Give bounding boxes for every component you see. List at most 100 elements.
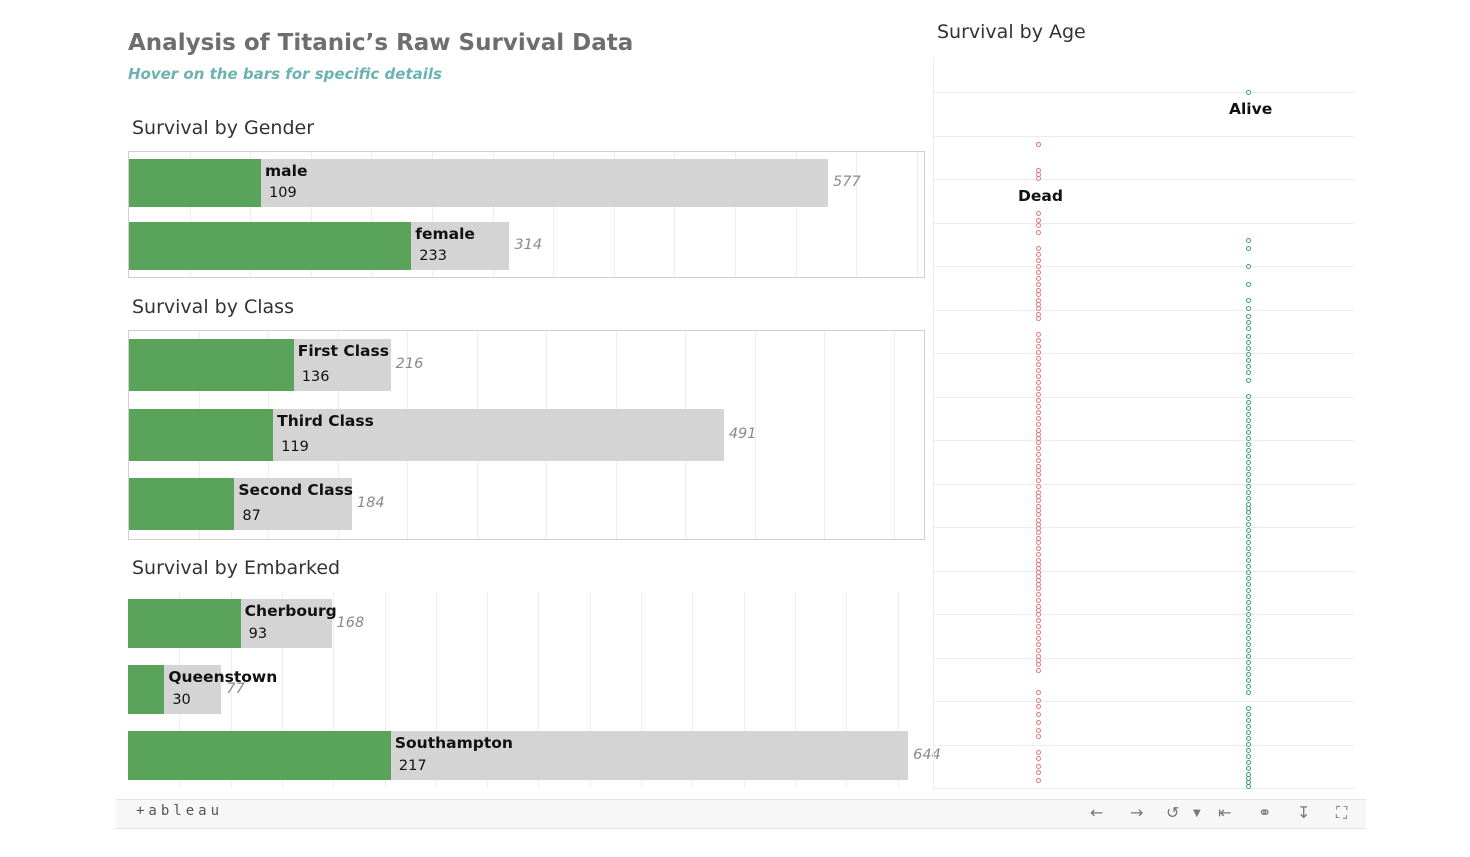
- age-point[interactable]: [1246, 472, 1251, 477]
- age-point[interactable]: [1246, 466, 1251, 471]
- age-point[interactable]: [1036, 728, 1041, 733]
- age-point[interactable]: [1036, 618, 1041, 623]
- age-point[interactable]: [1246, 478, 1251, 483]
- age-point[interactable]: [1246, 618, 1251, 623]
- age-point[interactable]: [1246, 400, 1251, 405]
- age-point[interactable]: [1246, 460, 1251, 465]
- age-point[interactable]: [1036, 332, 1041, 337]
- age-point[interactable]: [1036, 636, 1041, 641]
- age-point[interactable]: [1246, 340, 1251, 345]
- bar-survived[interactable]: [129, 409, 274, 461]
- age-point[interactable]: [1246, 660, 1251, 665]
- age-point[interactable]: [1246, 282, 1251, 287]
- age-point[interactable]: [1036, 778, 1041, 783]
- age-point[interactable]: [1246, 742, 1251, 747]
- age-point[interactable]: [1036, 344, 1041, 349]
- age-point[interactable]: [1036, 282, 1041, 287]
- age-point[interactable]: [1246, 528, 1251, 533]
- age-point[interactable]: [1036, 756, 1041, 761]
- revert-icon[interactable]: ↺: [1166, 803, 1180, 822]
- bar-survived[interactable]: [128, 599, 241, 648]
- age-point[interactable]: [1036, 648, 1041, 653]
- age-point[interactable]: [1246, 370, 1251, 375]
- age-point[interactable]: [1036, 338, 1041, 343]
- undo-icon[interactable]: ←: [1090, 803, 1104, 822]
- age-point[interactable]: [1036, 478, 1041, 483]
- age-point[interactable]: [1246, 594, 1251, 599]
- age-point[interactable]: [1036, 624, 1041, 629]
- age-point[interactable]: [1036, 750, 1041, 755]
- age-point[interactable]: [1036, 211, 1041, 216]
- age-point[interactable]: [1036, 734, 1041, 739]
- age-point[interactable]: [1246, 718, 1251, 723]
- age-point[interactable]: [1036, 276, 1041, 281]
- age-point[interactable]: [1246, 364, 1251, 369]
- age-point[interactable]: [1036, 380, 1041, 385]
- age-point[interactable]: [1246, 522, 1251, 527]
- age-point[interactable]: [1036, 498, 1041, 503]
- age-point[interactable]: [1246, 766, 1251, 771]
- age-point[interactable]: [1036, 472, 1041, 477]
- age-point[interactable]: [1036, 484, 1041, 489]
- age-point[interactable]: [1246, 724, 1251, 729]
- age-point[interactable]: [1246, 672, 1251, 677]
- age-point[interactable]: [1246, 346, 1251, 351]
- age-point[interactable]: [1036, 252, 1041, 257]
- age-point[interactable]: [1246, 326, 1251, 331]
- age-point[interactable]: [1036, 764, 1041, 769]
- age-point[interactable]: [1246, 564, 1251, 569]
- bar-survived[interactable]: [129, 222, 412, 270]
- age-point[interactable]: [1246, 448, 1251, 453]
- age-point[interactable]: [1246, 496, 1251, 501]
- bar-survived[interactable]: [129, 339, 294, 391]
- age-point[interactable]: [1246, 430, 1251, 435]
- age-point[interactable]: [1036, 668, 1041, 673]
- age-point[interactable]: [1036, 392, 1041, 397]
- age-point[interactable]: [1246, 442, 1251, 447]
- age-point[interactable]: [1246, 320, 1251, 325]
- age-point[interactable]: [1246, 760, 1251, 765]
- age-point[interactable]: [1246, 246, 1251, 251]
- age-point[interactable]: [1246, 516, 1251, 521]
- age-point[interactable]: [1246, 648, 1251, 653]
- age-point[interactable]: [1036, 440, 1041, 445]
- age-point[interactable]: [1036, 552, 1041, 557]
- age-point[interactable]: [1246, 784, 1251, 789]
- revert-dropdown-icon[interactable]: ▼: [1193, 808, 1201, 819]
- age-point[interactable]: [1246, 706, 1251, 711]
- age-point[interactable]: [1036, 512, 1041, 517]
- age-point[interactable]: [1036, 223, 1041, 228]
- age-point[interactable]: [1036, 458, 1041, 463]
- age-point[interactable]: [1246, 666, 1251, 671]
- age-point[interactable]: [1246, 642, 1251, 647]
- bar-survived[interactable]: [129, 159, 262, 207]
- age-point[interactable]: [1246, 582, 1251, 587]
- age-point[interactable]: [1246, 238, 1251, 243]
- age-point[interactable]: [1246, 606, 1251, 611]
- age-point[interactable]: [1036, 386, 1041, 391]
- age-point[interactable]: [1246, 678, 1251, 683]
- bar-survived[interactable]: [128, 665, 165, 714]
- age-point[interactable]: [1246, 576, 1251, 581]
- age-point[interactable]: [1246, 424, 1251, 429]
- age-point[interactable]: [1246, 736, 1251, 741]
- age-point[interactable]: [1246, 630, 1251, 635]
- age-point[interactable]: [1036, 612, 1041, 617]
- fullscreen-icon[interactable]: ⛶: [1336, 803, 1348, 822]
- age-point[interactable]: [1246, 454, 1251, 459]
- age-point[interactable]: [1036, 586, 1041, 591]
- age-point[interactable]: [1036, 592, 1041, 597]
- age-point[interactable]: [1036, 630, 1041, 635]
- age-point[interactable]: [1246, 394, 1251, 399]
- age-point[interactable]: [1246, 484, 1251, 489]
- age-point[interactable]: [1246, 306, 1251, 311]
- age-point[interactable]: [1246, 264, 1251, 269]
- bar-survived[interactable]: [129, 478, 235, 530]
- age-point[interactable]: [1246, 558, 1251, 563]
- age-point[interactable]: [1036, 662, 1041, 667]
- age-point[interactable]: [1036, 720, 1041, 725]
- age-point[interactable]: [1036, 368, 1041, 373]
- share-icon[interactable]: ⚭: [1258, 803, 1272, 822]
- age-point[interactable]: [1036, 540, 1041, 545]
- age-point[interactable]: [1036, 446, 1041, 451]
